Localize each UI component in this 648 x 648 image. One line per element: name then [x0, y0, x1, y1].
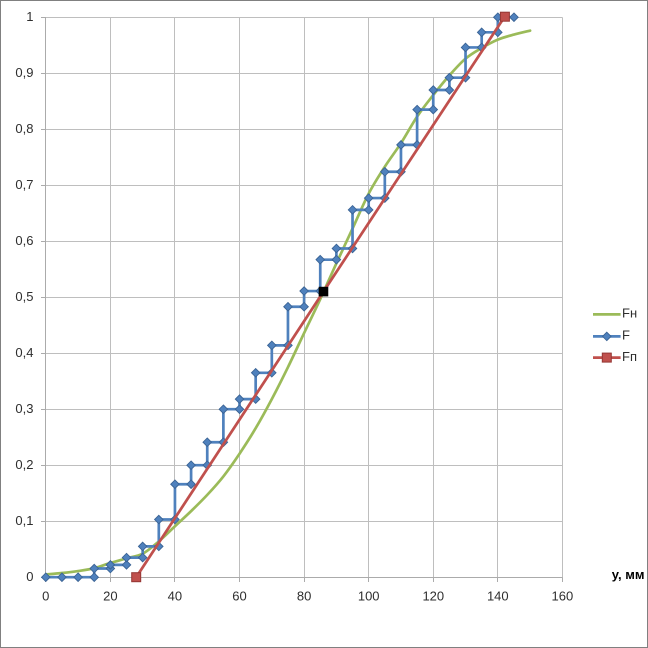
svg-text:80: 80: [297, 589, 311, 604]
svg-text:0,2: 0,2: [15, 457, 33, 472]
svg-text:120: 120: [422, 589, 444, 604]
svg-text:0,8: 0,8: [15, 121, 33, 136]
svg-text:F: F: [622, 328, 630, 343]
svg-text:Fн: Fн: [622, 306, 637, 321]
svg-text:1: 1: [26, 9, 33, 24]
svg-text:60: 60: [232, 589, 246, 604]
svg-text:160: 160: [552, 589, 574, 604]
svg-text:0,9: 0,9: [15, 65, 33, 80]
svg-text:140: 140: [487, 589, 509, 604]
svg-text:0,4: 0,4: [15, 345, 33, 360]
svg-text:0,5: 0,5: [15, 289, 33, 304]
svg-text:0,7: 0,7: [15, 177, 33, 192]
svg-text:у, мм: у, мм: [612, 567, 645, 582]
svg-text:40: 40: [168, 589, 182, 604]
svg-text:20: 20: [103, 589, 117, 604]
svg-text:100: 100: [358, 589, 380, 604]
svg-text:0: 0: [26, 569, 33, 584]
svg-text:0,1: 0,1: [15, 513, 33, 528]
svg-text:Fп: Fп: [622, 349, 637, 364]
svg-text:0,3: 0,3: [15, 401, 33, 416]
svg-text:0,6: 0,6: [15, 233, 33, 248]
svg-text:0: 0: [42, 589, 49, 604]
